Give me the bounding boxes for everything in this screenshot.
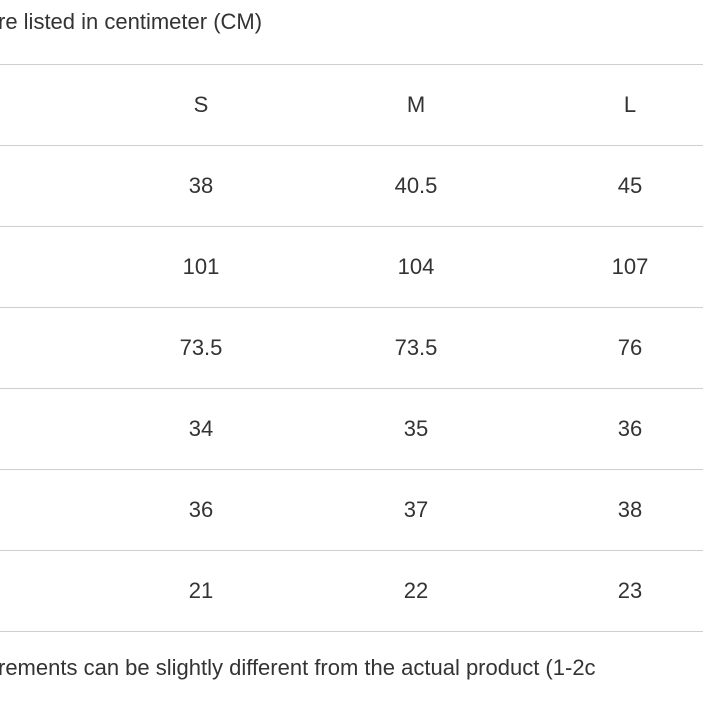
- table-cell: 34: [188, 416, 214, 441]
- column-header: S: [193, 92, 209, 117]
- table-cell: 73.5: [179, 335, 223, 360]
- size-table: S M L 38 40.5 45 101 104 107 73.5 73.5 76 34 35 36 36 37…: [0, 64, 703, 632]
- table-cell: 107: [611, 254, 649, 279]
- table-cell: 22: [403, 578, 429, 603]
- table-cell: 35: [403, 416, 429, 441]
- column-header: M: [406, 92, 426, 117]
- table-cell: 45: [617, 173, 643, 198]
- table-cell: 23: [617, 578, 643, 603]
- table-cell: 40.5: [394, 173, 438, 198]
- table-cell: 37: [403, 497, 429, 522]
- table-cell: 38: [617, 497, 643, 522]
- column-header: L: [623, 92, 637, 117]
- table-row: 38 40.5 45: [0, 145, 703, 226]
- table-row: 73.5 73.5 76: [0, 307, 703, 388]
- header-note: re listed in centimeter (CM): [0, 9, 263, 34]
- table-cell: 36: [617, 416, 643, 441]
- table-cell: 76: [617, 335, 643, 360]
- table-row: 34 35 36: [0, 388, 703, 469]
- table-cell: 38: [188, 173, 214, 198]
- table-cell: 104: [397, 254, 435, 279]
- table-row: 36 37 38: [0, 469, 703, 550]
- table-cell: 101: [182, 254, 220, 279]
- footer-note: rements can be slightly different from t…: [0, 655, 596, 680]
- table-row: 101 104 107: [0, 226, 703, 307]
- table-cell: 73.5: [394, 335, 438, 360]
- table-cell: 21: [188, 578, 214, 603]
- table-row: 21 22 23: [0, 550, 703, 632]
- table-cell: 36: [188, 497, 214, 522]
